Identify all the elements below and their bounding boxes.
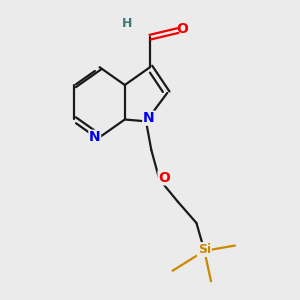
- Text: H: H: [122, 17, 133, 30]
- Text: N: N: [89, 130, 100, 144]
- Text: O: O: [177, 22, 189, 36]
- Text: O: O: [158, 171, 170, 185]
- Text: Si: Si: [198, 243, 211, 256]
- Text: N: N: [143, 111, 154, 125]
